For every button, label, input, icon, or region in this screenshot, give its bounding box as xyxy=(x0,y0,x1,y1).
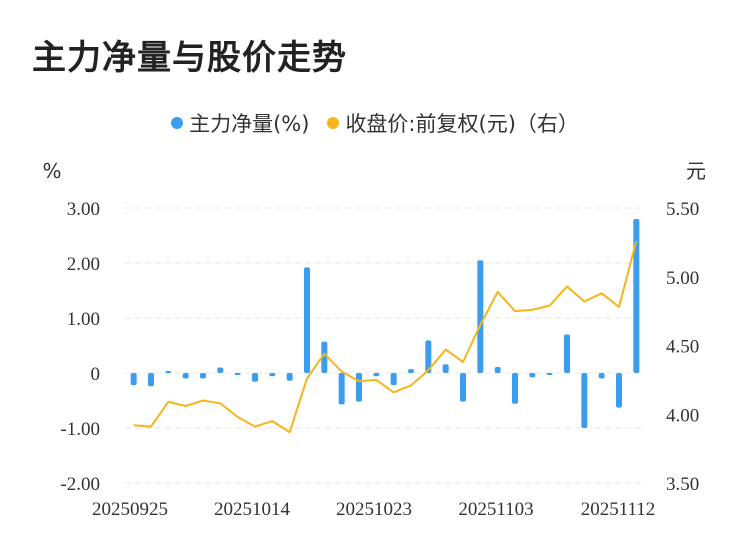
net-flow-bar[interactable] xyxy=(598,373,605,379)
net-flow-bar[interactable] xyxy=(234,373,241,375)
line-series xyxy=(133,240,638,434)
net-flow-bar[interactable] xyxy=(182,373,189,379)
y-left-tick-label: 2.00 xyxy=(67,254,100,275)
legend-item-price[interactable]: 收盘价:前复权(元)（右） xyxy=(327,108,579,138)
y-left-unit: % xyxy=(42,159,61,183)
net-flow-bar[interactable] xyxy=(512,373,518,404)
y-left-tick-label: -2.00 xyxy=(60,474,100,495)
net-flow-bar[interactable] xyxy=(616,373,622,408)
y-right-tick-label: 4.00 xyxy=(666,405,699,426)
net-flow-bar[interactable] xyxy=(269,373,276,377)
y-right-tick-label: 5.00 xyxy=(666,268,699,289)
chart-title: 主力净量与股价走势 xyxy=(32,38,347,78)
y-right-unit: 元 xyxy=(686,159,706,183)
net-flow-bar[interactable] xyxy=(460,373,466,402)
net-flow-bar[interactable] xyxy=(494,366,501,373)
legend-label-price: 收盘价:前复权(元)（右） xyxy=(345,112,579,136)
net-flow-bar[interactable] xyxy=(286,373,293,381)
net-flow-bar[interactable] xyxy=(529,373,536,378)
net-flow-bar[interactable] xyxy=(477,260,484,373)
y-right-tick-label: 4.50 xyxy=(666,337,699,358)
net-flow-bar[interactable] xyxy=(148,373,154,387)
net-flow-bar[interactable] xyxy=(217,367,224,374)
y-left-tick-label: -1.00 xyxy=(60,419,100,440)
x-tick-label: 20251014 xyxy=(214,499,291,520)
net-flow-bar[interactable] xyxy=(356,373,362,402)
x-tick-label: 20251023 xyxy=(336,499,412,520)
net-flow-bar[interactable] xyxy=(390,373,397,386)
net-flow-bar[interactable] xyxy=(165,371,172,373)
axis-labels: -2.00 -1.00 0 1.00 2.00 3.00 3.50 4.00 4.50 5.00 5… xyxy=(42,159,706,520)
net-flow-bar[interactable] xyxy=(130,373,137,386)
y-left-tick-label: 3.00 xyxy=(67,199,100,220)
net-flow-bar[interactable] xyxy=(546,373,553,375)
net-flow-bar[interactable] xyxy=(252,373,258,382)
y-left-tick-label: 1.00 xyxy=(67,309,100,330)
net-flow-bar[interactable] xyxy=(373,373,380,377)
legend-dot-icon xyxy=(171,117,184,129)
y-right-tick-label: 3.50 xyxy=(666,474,699,495)
legend-dot-icon xyxy=(327,117,340,129)
net-flow-bar[interactable] xyxy=(408,369,414,373)
net-flow-bar[interactable] xyxy=(338,373,345,405)
net-flow-bar[interactable] xyxy=(442,364,449,373)
y-right-tick-label: 5.50 xyxy=(666,199,699,220)
net-flow-bar[interactable] xyxy=(304,267,310,373)
net-flow-bar[interactable] xyxy=(425,340,432,373)
net-flow-bar[interactable] xyxy=(581,373,588,428)
net-flow-bar[interactable] xyxy=(321,341,328,373)
grid-layer xyxy=(125,207,645,484)
legend-label-net: 主力净量(%) xyxy=(189,112,310,136)
net-flow-bar[interactable] xyxy=(633,219,640,373)
x-tick-label: 20250925 xyxy=(92,499,168,520)
legend-item-net[interactable]: 主力净量(%) xyxy=(171,108,309,138)
legend: 主力净量(%) 收盘价:前复权(元)（右） xyxy=(0,108,750,138)
price-line[interactable] xyxy=(133,240,638,434)
bar-series xyxy=(130,219,640,428)
net-flow-bar[interactable] xyxy=(200,373,206,379)
x-tick-label: 20251103 xyxy=(458,499,533,520)
net-flow-bar[interactable] xyxy=(564,334,570,374)
y-left-tick-label: 0 xyxy=(91,364,101,385)
x-tick-label: 20251112 xyxy=(581,499,656,520)
